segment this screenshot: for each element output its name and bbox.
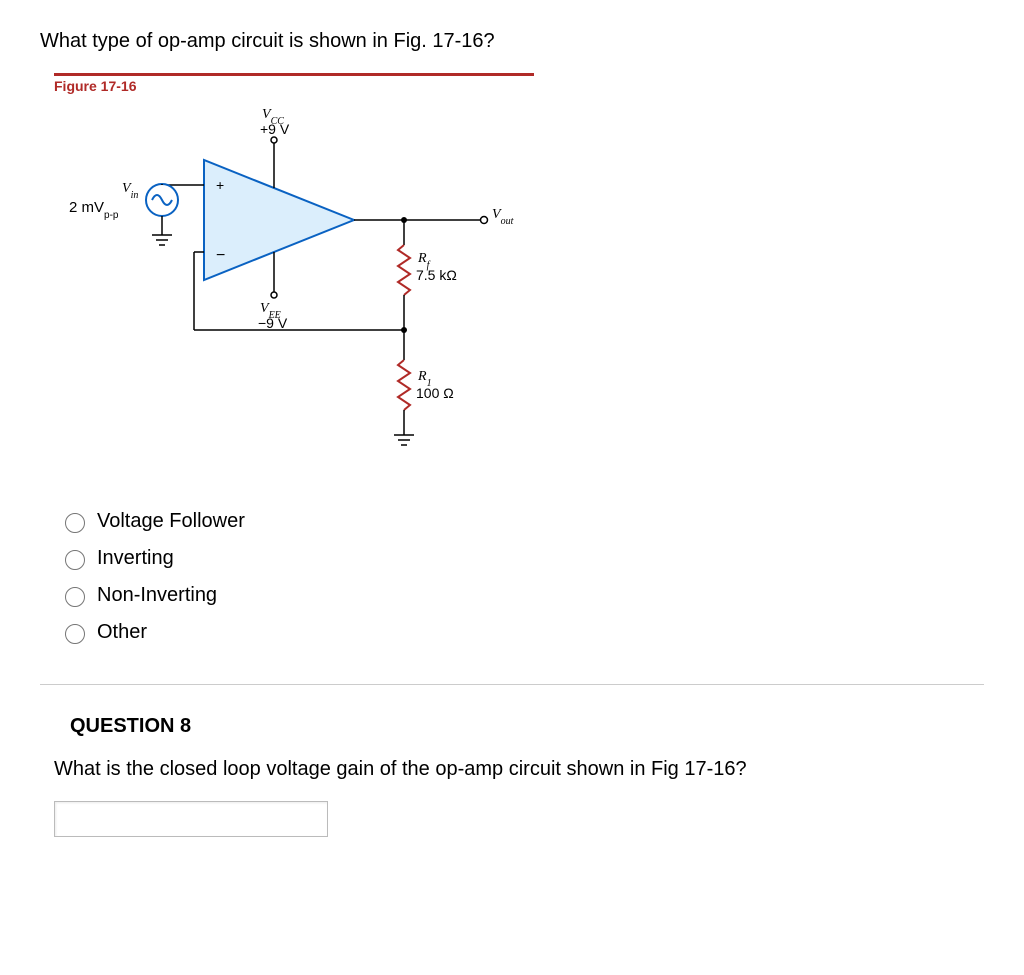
svg-text:Vin: Vin (122, 181, 138, 201)
figure-container: Figure 17-16 + − VCC +9 V VEE −9 V (54, 73, 984, 480)
figure-rule (54, 73, 534, 76)
option-inverting[interactable]: Inverting (60, 547, 984, 570)
option-label: Voltage Follower (97, 510, 245, 533)
radio-inverting[interactable] (65, 550, 85, 570)
svg-text:7.5 kΩ: 7.5 kΩ (416, 267, 457, 283)
question-7-text: What type of op-amp circuit is shown in … (40, 30, 984, 53)
question-8-text: What is the closed loop voltage gain of … (54, 758, 984, 781)
svg-text:Vout: Vout (492, 207, 514, 227)
opamp-triangle-icon (204, 160, 354, 280)
svg-text:+9 V: +9 V (260, 121, 290, 137)
figure-title: Figure 17-16 (54, 78, 984, 94)
svg-text:−: − (216, 247, 225, 264)
option-label: Non-Inverting (97, 584, 217, 607)
resistor-r1-icon (398, 360, 410, 410)
svg-text:+: + (216, 177, 224, 193)
question-8-heading: QUESTION 8 (70, 715, 984, 738)
option-voltage-follower[interactable]: Voltage Follower (60, 510, 984, 533)
option-other[interactable]: Other (60, 621, 984, 644)
option-label: Other (97, 621, 147, 644)
vcc-terminal-icon (271, 137, 277, 143)
option-label: Inverting (97, 547, 174, 570)
option-non-inverting[interactable]: Non-Inverting (60, 584, 984, 607)
vee-terminal-icon (271, 292, 277, 298)
answer-options: Voltage Follower Inverting Non-Inverting… (60, 510, 984, 644)
svg-text:−9 V: −9 V (258, 315, 288, 331)
radio-non-inverting[interactable] (65, 587, 85, 607)
radio-other[interactable] (65, 624, 85, 644)
radio-voltage-follower[interactable] (65, 513, 85, 533)
vout-terminal-icon (481, 217, 488, 224)
resistor-rf-icon (398, 245, 410, 295)
circuit-diagram: + − VCC +9 V VEE −9 V Vin 2 mVp-p (54, 100, 534, 480)
svg-text:100 Ω: 100 Ω (416, 385, 454, 401)
svg-text:2 mVp-p: 2 mVp-p (69, 199, 119, 221)
question-8-answer-input[interactable] (54, 801, 328, 837)
section-divider (40, 684, 984, 685)
